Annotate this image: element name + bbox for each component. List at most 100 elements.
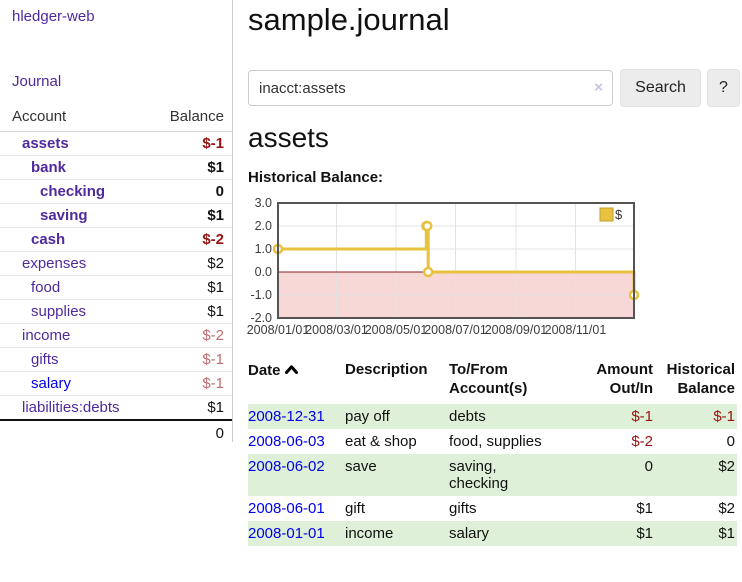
transaction-row: 2008-06-02 save saving, checking 0 $2 [248,454,737,496]
chart-canvas: $3.0 2.0 1.0 0.0 -1.0 -2.02008/01/012008/03/0… [247,196,640,337]
description-column-header: Description [345,361,428,378]
account-link[interactable]: income [22,327,71,344]
svg-text:$: $ [615,207,623,222]
transaction-description: pay off [345,408,390,425]
account-balance: 0 [143,179,232,204]
search-field-wrap: × [248,70,613,106]
transactions-table: Date Description To/From Account(s) Amou… [248,358,737,546]
account-balance: $-2 [143,323,232,348]
account-row: supplies $1 [0,299,232,324]
svg-text:-2.0: -2.0 [250,311,272,325]
transactions-header-row: Date Description To/From Account(s) Amou… [248,358,737,404]
transaction-date-link[interactable]: 2008-06-01 [248,500,325,517]
account-row: saving $1 [0,203,232,228]
account-balance: $-2 [143,227,232,252]
balance-column-header: Balance [143,104,232,132]
account-link[interactable]: gifts [31,351,59,368]
search-button[interactable]: Search [620,69,701,107]
accounts-total-row: 0 [0,419,232,445]
account-row: liabilities:debts $1 [0,395,232,421]
transaction-description: eat & shop [345,433,417,450]
transaction-date-link[interactable]: 2008-12-31 [248,408,325,425]
account-link[interactable]: saving [40,207,88,224]
search-form: × Search ? [248,69,740,107]
account-link[interactable]: bank [31,159,67,176]
svg-text:3.0: 3.0 [255,196,272,210]
transaction-accounts: debts [449,408,486,425]
transaction-accounts: saving, checking [449,458,509,492]
transaction-row: 2008-01-01 income salary $1 $1 [248,521,737,546]
account-row: bank $1 [0,155,232,180]
app-title-link[interactable]: hledger-web [12,8,95,25]
transaction-date-link[interactable]: 2008-06-03 [248,433,325,450]
transaction-balance: $-1 [713,408,735,425]
svg-text:2008/03/01: 2008/03/01 [305,323,368,337]
main-content: sample.journal × Search ? assets Histori… [247,0,740,582]
transaction-date-link[interactable]: 2008-06-02 [248,458,325,475]
amount-column-header: Amount Out/In [596,361,653,397]
account-link[interactable]: expenses [22,255,87,272]
transaction-amount: $1 [636,525,653,542]
accounts-table: Account Balance assets $-1 bank $1 check… [0,104,232,445]
svg-text:0.0: 0.0 [255,265,272,279]
account-link[interactable]: salary [31,375,72,392]
search-input[interactable] [248,70,613,106]
transaction-date-link[interactable]: 2008-01-01 [248,525,325,542]
sort-ascending-icon [284,360,298,379]
transaction-balance: $2 [718,500,735,517]
account-link[interactable]: cash [31,231,66,248]
account-balance: $1 [143,155,232,180]
account-balance: $-1 [143,371,232,396]
accounts-column-header: To/From Account(s) [449,361,528,397]
account-balance: $1 [143,203,232,228]
account-row: cash $-2 [0,227,232,252]
transaction-amount: $1 [636,500,653,517]
transaction-balance: $2 [718,458,735,475]
svg-text:2008/01/01: 2008/01/01 [247,323,310,337]
help-button[interactable]: ? [707,69,740,107]
accounts-total-balance: 0 [143,419,232,445]
total-spacer [0,419,144,445]
account-balance: $1 [143,275,232,300]
svg-text:2008/11/01: 2008/11/01 [545,323,607,337]
transaction-balance: 0 [726,433,735,450]
account-link[interactable]: food [31,279,61,296]
account-link[interactable]: checking [40,183,106,200]
clear-search-icon[interactable]: × [594,79,603,96]
svg-text:1.0: 1.0 [255,242,272,256]
transaction-row: 2008-06-03 eat & shop food, supplies $-2… [248,429,737,454]
account-row: salary $-1 [0,371,232,396]
historical-balance-chart: $3.0 2.0 1.0 0.0 -1.0 -2.0 2008/01/01 2008/03/0… [247,196,737,344]
account-balance: $1 [143,299,232,324]
transaction-balance: $1 [718,525,735,542]
accounts-table-header: Account Balance [0,104,232,132]
page-title: sample.journal [248,2,450,37]
transaction-row: 2008-12-31 pay off debts $-1 $-1 [248,404,737,429]
account-column-header: Account [0,104,144,132]
account-heading: assets [248,122,329,153]
account-balance: $-1 [143,131,232,156]
account-row: gifts $-1 [0,347,232,372]
account-row: income $-2 [0,323,232,348]
account-link[interactable]: liabilities:debts [22,399,120,416]
svg-text:2008/07/01: 2008/07/01 [424,323,487,337]
date-column-header: Date [248,358,345,404]
transaction-row: 2008-06-01 gift gifts $1 $2 [248,496,737,521]
svg-text:2008/05/01: 2008/05/01 [365,323,428,337]
account-row: food $1 [0,275,232,300]
svg-text:2.0: 2.0 [255,219,272,233]
sidebar-item-journal[interactable]: Journal [12,73,62,90]
account-link[interactable]: assets [22,135,69,152]
account-row: assets $-1 [0,131,232,156]
chart-title: Historical Balance: [248,169,384,186]
account-link[interactable]: supplies [31,303,87,320]
transaction-accounts: food, supplies [449,433,542,450]
transaction-amount: $-1 [631,408,653,425]
transaction-description: income [345,525,394,542]
transaction-accounts: gifts [449,500,477,517]
account-balance: $1 [143,395,232,421]
account-balance: $2 [143,251,232,276]
transaction-accounts: salary [449,525,490,542]
balance-column-header: Historical Balance [666,361,735,397]
sidebar: hledger-web Journal Account Balance asse… [0,0,233,445]
